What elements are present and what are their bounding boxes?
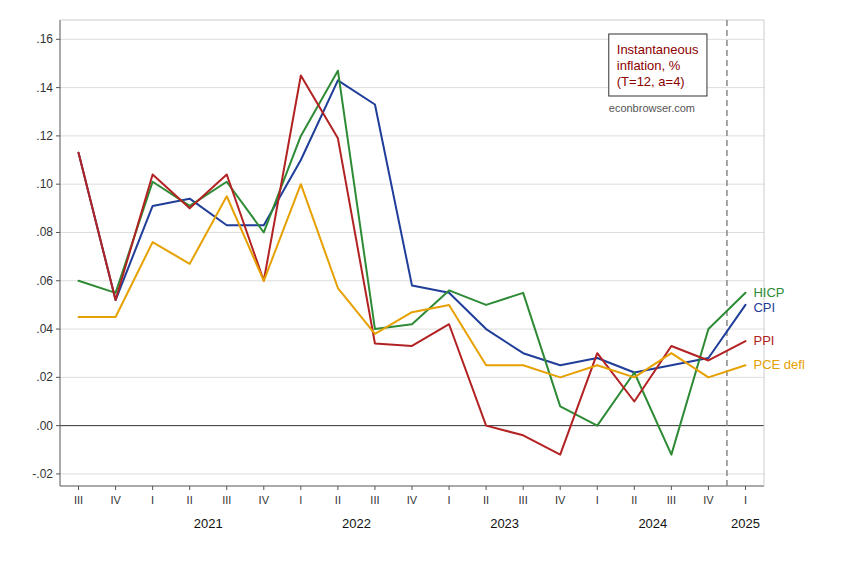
y-tick bbox=[56, 184, 60, 185]
grid-line bbox=[60, 184, 764, 185]
x-tick bbox=[671, 486, 672, 490]
x-tick bbox=[337, 486, 338, 490]
x-tick bbox=[189, 486, 190, 490]
x-tick bbox=[597, 486, 598, 490]
x-tick-label: III bbox=[519, 494, 528, 506]
series-label: PCE defl bbox=[753, 357, 804, 372]
y-tick bbox=[56, 280, 60, 281]
y-tick bbox=[56, 87, 60, 88]
y-tick-label: -.02 bbox=[32, 467, 53, 481]
x-tick-label: IV bbox=[703, 494, 714, 506]
grid-line bbox=[60, 473, 764, 474]
y-tick bbox=[56, 377, 60, 378]
x-tick-label: IV bbox=[555, 494, 566, 506]
x-tick-label: III bbox=[74, 494, 83, 506]
x-tick bbox=[226, 486, 227, 490]
y-tick-label: .06 bbox=[36, 274, 53, 288]
y-tick-label: .16 bbox=[36, 32, 53, 46]
separator-line bbox=[726, 20, 728, 486]
y-tick-label: .10 bbox=[36, 177, 53, 191]
y-tick bbox=[56, 232, 60, 233]
y-tick bbox=[56, 39, 60, 40]
series-line bbox=[79, 184, 746, 377]
year-label: 2021 bbox=[194, 516, 223, 531]
x-tick bbox=[634, 486, 635, 490]
x-tick bbox=[78, 486, 79, 490]
x-tick-label: III bbox=[370, 494, 379, 506]
x-tick bbox=[300, 486, 301, 490]
x-tick-label: II bbox=[483, 494, 489, 506]
x-tick-label: II bbox=[335, 494, 341, 506]
x-tick bbox=[115, 486, 116, 490]
y-tick-label: .02 bbox=[36, 370, 53, 384]
series-line bbox=[79, 76, 746, 455]
y-tick-label: .08 bbox=[36, 225, 53, 239]
x-tick bbox=[152, 486, 153, 490]
x-tick-label: II bbox=[631, 494, 637, 506]
x-tick bbox=[486, 486, 487, 490]
x-tick bbox=[708, 486, 709, 490]
x-tick bbox=[560, 486, 561, 490]
x-tick bbox=[412, 486, 413, 490]
y-axis: -.02 .00 .02 .04 .06 .08 .10 .12 .14 .16 bbox=[32, 32, 764, 481]
series-label: HICP bbox=[753, 285, 784, 300]
year-label: 2024 bbox=[638, 516, 667, 531]
x-tick-label: IV bbox=[407, 494, 418, 506]
x-axis: IIIIVIIIIIIIVIIIIIIIVIIIIIIIVIIIIIIIVI20… bbox=[74, 486, 760, 531]
grid-line bbox=[60, 377, 764, 378]
y-axis-line bbox=[60, 20, 61, 486]
x-tick bbox=[523, 486, 524, 490]
x-tick-label: I bbox=[596, 494, 599, 506]
year-label: 2023 bbox=[490, 516, 519, 531]
y-tick-label: .04 bbox=[36, 322, 53, 336]
plot-frame-right bbox=[764, 20, 765, 486]
y-tick-label: .00 bbox=[36, 419, 53, 433]
x-tick bbox=[263, 486, 264, 490]
x-tick-label: II bbox=[187, 494, 193, 506]
y-tick bbox=[56, 425, 60, 426]
x-tick-label: IV bbox=[110, 494, 121, 506]
x-tick bbox=[745, 486, 746, 490]
grid-line bbox=[60, 135, 764, 136]
x-tick-label: I bbox=[299, 494, 302, 506]
x-tick-label: III bbox=[667, 494, 676, 506]
year-label: 2025 bbox=[731, 516, 760, 531]
x-tick-label: IV bbox=[259, 494, 270, 506]
source-text: econbrowser.com bbox=[609, 102, 695, 114]
x-tick-label: I bbox=[448, 494, 451, 506]
year-label: 2022 bbox=[342, 516, 371, 531]
x-tick bbox=[449, 486, 450, 490]
series-line bbox=[79, 80, 746, 372]
plot-frame-top bbox=[60, 20, 764, 21]
chart: -.02.00.02.04.06.08.10.12.14.16IIIIVIIII… bbox=[0, 0, 849, 561]
series-line bbox=[79, 71, 746, 455]
y-tick bbox=[56, 473, 60, 474]
grid-line bbox=[60, 232, 764, 233]
annotation-box bbox=[609, 34, 707, 96]
x-tick-label: III bbox=[222, 494, 231, 506]
y-tick-label: .14 bbox=[36, 81, 53, 95]
x-tick-label: I bbox=[744, 494, 747, 506]
series-label: PPI bbox=[753, 333, 774, 348]
lines bbox=[79, 71, 746, 455]
y-tick bbox=[56, 135, 60, 136]
x-tick-label: I bbox=[151, 494, 154, 506]
x-tick bbox=[374, 486, 375, 490]
grid-line bbox=[60, 329, 764, 330]
y-tick-label: .12 bbox=[36, 129, 53, 143]
annotation: Instantaneousinflation, %(T=12, a=4) bbox=[609, 34, 707, 96]
series-label: CPI bbox=[753, 300, 775, 315]
annotation-text: Instantaneousinflation, %(T=12, a=4) bbox=[617, 42, 699, 89]
y-tick bbox=[56, 329, 60, 330]
